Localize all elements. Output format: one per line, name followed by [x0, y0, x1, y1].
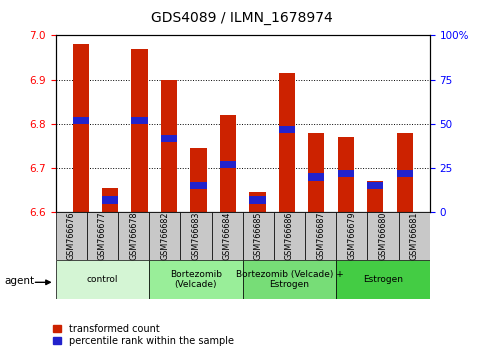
Bar — [161, 135, 177, 142]
Bar — [338, 137, 354, 212]
Bar — [242, 212, 274, 260]
Bar — [336, 260, 430, 299]
Bar — [131, 117, 148, 124]
Text: Bortezomib
(Velcade): Bortezomib (Velcade) — [170, 270, 222, 289]
Text: GSM766687: GSM766687 — [316, 211, 325, 259]
Bar — [397, 170, 413, 177]
Bar — [305, 212, 336, 260]
Text: GSM766680: GSM766680 — [379, 211, 387, 259]
Bar — [56, 260, 149, 299]
Text: GSM766677: GSM766677 — [98, 211, 107, 259]
Bar — [190, 148, 207, 212]
Bar — [308, 173, 325, 181]
Bar — [102, 196, 118, 204]
Bar — [274, 212, 305, 260]
Text: agent: agent — [5, 276, 35, 286]
Bar — [220, 115, 236, 212]
Bar — [149, 212, 180, 260]
Bar — [338, 170, 354, 177]
Legend: transformed count, percentile rank within the sample: transformed count, percentile rank withi… — [53, 324, 234, 346]
Text: GSM766679: GSM766679 — [347, 211, 356, 259]
Text: GSM766685: GSM766685 — [254, 211, 263, 259]
Text: GSM766676: GSM766676 — [67, 211, 76, 259]
Bar — [180, 212, 212, 260]
Bar — [56, 212, 87, 260]
Text: Estrogen: Estrogen — [363, 275, 403, 284]
Bar — [397, 133, 413, 212]
Text: GSM766678: GSM766678 — [129, 211, 138, 259]
Bar — [102, 188, 118, 212]
Bar — [336, 212, 368, 260]
Bar — [242, 260, 336, 299]
Text: GSM766681: GSM766681 — [410, 211, 419, 259]
Text: Bortezomib (Velcade) +
Estrogen: Bortezomib (Velcade) + Estrogen — [236, 270, 343, 289]
Bar — [398, 212, 430, 260]
Bar — [249, 193, 266, 212]
Bar — [279, 126, 295, 133]
Bar — [212, 212, 242, 260]
Bar — [367, 181, 384, 212]
Bar — [72, 44, 89, 212]
Bar — [161, 80, 177, 212]
Bar — [279, 73, 295, 212]
Bar — [190, 182, 207, 189]
Text: GDS4089 / ILMN_1678974: GDS4089 / ILMN_1678974 — [151, 11, 332, 25]
Bar — [118, 212, 149, 260]
Bar — [220, 161, 236, 168]
Bar — [149, 260, 242, 299]
Bar — [72, 117, 89, 124]
Bar — [367, 182, 384, 189]
Text: GSM766684: GSM766684 — [223, 211, 232, 259]
Text: GSM766686: GSM766686 — [285, 211, 294, 259]
Bar — [308, 133, 325, 212]
Bar — [249, 196, 266, 204]
Bar — [87, 212, 118, 260]
Bar — [368, 212, 398, 260]
Text: GSM766683: GSM766683 — [191, 211, 200, 259]
Bar — [131, 49, 148, 212]
Text: control: control — [86, 275, 118, 284]
Text: GSM766682: GSM766682 — [160, 211, 169, 259]
